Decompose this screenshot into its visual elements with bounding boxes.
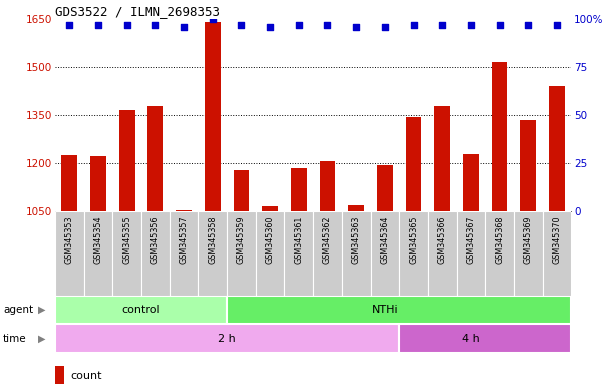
Text: GSM345357: GSM345357 <box>180 215 189 264</box>
Text: count: count <box>70 371 102 381</box>
Text: GSM345362: GSM345362 <box>323 215 332 264</box>
Text: GSM345370: GSM345370 <box>552 215 562 264</box>
Bar <box>55 366 64 384</box>
Bar <box>428 211 456 296</box>
Text: GSM345369: GSM345369 <box>524 215 533 264</box>
Point <box>265 24 275 30</box>
Point <box>208 16 218 22</box>
Bar <box>55 211 84 296</box>
Text: GSM345356: GSM345356 <box>151 215 160 264</box>
Bar <box>320 161 335 384</box>
Text: GSM345361: GSM345361 <box>295 215 303 264</box>
Text: time: time <box>3 334 27 344</box>
Point <box>294 22 304 28</box>
Bar <box>119 111 134 384</box>
Point <box>437 22 447 28</box>
Text: GSM345360: GSM345360 <box>266 215 274 264</box>
Text: GDS3522 / ILMN_2698353: GDS3522 / ILMN_2698353 <box>55 5 220 18</box>
Text: GSM345355: GSM345355 <box>122 215 131 264</box>
Bar <box>84 211 112 296</box>
Point <box>524 22 533 28</box>
Point <box>552 22 562 28</box>
Bar <box>285 211 313 296</box>
Point <box>495 22 505 28</box>
Bar <box>176 210 192 384</box>
Point <box>179 24 189 30</box>
Text: GSM345358: GSM345358 <box>208 215 218 264</box>
Bar <box>55 324 399 353</box>
Bar <box>348 205 364 384</box>
Text: GSM345364: GSM345364 <box>380 215 389 264</box>
Bar <box>62 155 77 384</box>
Bar <box>90 156 106 384</box>
Point <box>236 22 246 28</box>
Point <box>150 22 160 28</box>
Text: 4 h: 4 h <box>462 334 480 344</box>
Bar <box>170 211 199 296</box>
Bar <box>55 296 227 324</box>
Bar <box>399 324 571 353</box>
Point <box>122 22 131 28</box>
Bar <box>463 154 479 384</box>
Text: GSM345363: GSM345363 <box>352 215 360 264</box>
Text: ▶: ▶ <box>38 305 45 315</box>
Bar <box>434 106 450 384</box>
Bar <box>262 207 278 384</box>
Bar <box>485 211 514 296</box>
Text: GSM345368: GSM345368 <box>495 215 504 264</box>
Text: agent: agent <box>3 305 33 315</box>
Text: NTHi: NTHi <box>371 305 398 315</box>
Bar <box>141 211 170 296</box>
Bar <box>233 170 249 384</box>
Bar <box>406 117 422 384</box>
Bar <box>514 211 543 296</box>
Bar <box>205 22 221 384</box>
Text: ▶: ▶ <box>38 334 45 344</box>
Bar <box>256 211 285 296</box>
Text: GSM345359: GSM345359 <box>237 215 246 264</box>
Point <box>409 22 419 28</box>
Bar <box>112 211 141 296</box>
Text: GSM345354: GSM345354 <box>93 215 103 264</box>
Point <box>64 22 74 28</box>
Bar <box>521 120 536 384</box>
Text: control: control <box>122 305 160 315</box>
Bar <box>549 86 565 384</box>
Text: GSM345353: GSM345353 <box>65 215 74 264</box>
Bar <box>227 211 256 296</box>
Bar <box>492 63 508 384</box>
Text: GSM345366: GSM345366 <box>437 215 447 264</box>
Point <box>323 22 332 28</box>
Bar <box>313 211 342 296</box>
Point <box>351 24 361 30</box>
Bar <box>227 296 571 324</box>
Point <box>93 22 103 28</box>
Text: GSM345365: GSM345365 <box>409 215 418 264</box>
Bar <box>543 211 571 296</box>
Bar <box>342 211 370 296</box>
Bar <box>370 211 399 296</box>
Bar <box>291 168 307 384</box>
Bar <box>377 166 393 384</box>
Point <box>380 24 390 30</box>
Bar <box>399 211 428 296</box>
Bar <box>147 106 163 384</box>
Text: GSM345367: GSM345367 <box>466 215 475 264</box>
Text: 2 h: 2 h <box>218 334 236 344</box>
Bar <box>456 211 485 296</box>
Bar <box>199 211 227 296</box>
Point <box>466 22 476 28</box>
